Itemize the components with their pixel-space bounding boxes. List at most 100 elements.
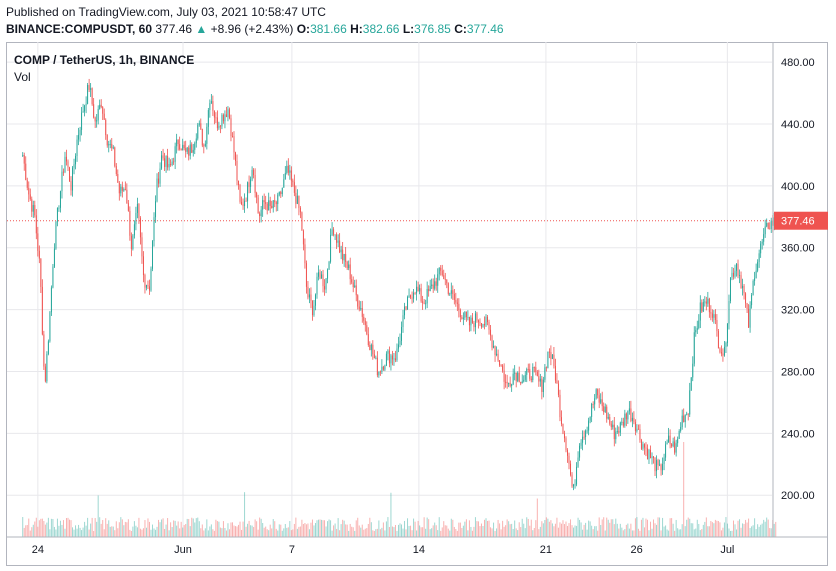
volume-bar — [278, 524, 280, 537]
candle-body — [508, 382, 510, 384]
volume-bar — [106, 523, 108, 537]
volume-bar — [176, 525, 178, 537]
candle-body — [681, 415, 683, 428]
candle-body — [173, 161, 175, 163]
volume-bar — [556, 517, 558, 537]
time-tick-label: Jul — [720, 544, 734, 556]
candle-body — [491, 335, 493, 348]
volume-bar — [689, 518, 691, 537]
volume-bar — [402, 528, 404, 537]
volume-bar — [360, 527, 362, 537]
candle-body — [711, 313, 713, 318]
volume-bar — [702, 524, 704, 537]
volume-bar — [485, 518, 487, 537]
candle-body — [770, 220, 772, 229]
volume-bar — [167, 518, 169, 537]
candle-body — [174, 146, 176, 162]
candle-body — [342, 249, 344, 261]
candle-body — [407, 296, 409, 310]
candle-body — [379, 371, 381, 373]
candle-body — [198, 123, 200, 125]
candle-body — [461, 317, 463, 319]
candle-body — [121, 186, 123, 191]
candle-body — [595, 389, 597, 399]
candle-body — [182, 144, 184, 151]
volume-bar — [636, 517, 638, 537]
volume-bar — [618, 528, 620, 537]
candle-body — [81, 112, 83, 130]
candle-body — [444, 279, 446, 280]
volume-bar — [331, 530, 333, 537]
candle-body — [210, 101, 212, 104]
candle-body — [446, 279, 448, 284]
candle-body — [416, 286, 418, 294]
candle-body — [321, 274, 323, 279]
candle-body — [563, 433, 565, 439]
volume-bar — [345, 524, 347, 537]
candle-body — [65, 156, 67, 162]
volume-bar — [432, 525, 434, 537]
candle-body — [640, 440, 642, 449]
candle-body — [568, 455, 570, 464]
volume-bar — [562, 520, 564, 537]
candle-body — [493, 345, 495, 348]
candle-body — [410, 295, 412, 298]
candle-body — [197, 124, 199, 139]
candle-body — [325, 278, 327, 290]
candle-body — [613, 424, 615, 440]
candle-body — [396, 348, 398, 361]
candle-body — [535, 367, 537, 373]
volume-bar — [662, 517, 664, 537]
volume-bar — [334, 523, 336, 537]
candle-body — [339, 240, 341, 253]
volume-bar — [505, 525, 507, 537]
volume-bar — [440, 530, 442, 537]
volume-bar — [34, 521, 36, 537]
volume-bar — [684, 526, 686, 537]
candle-body — [153, 217, 155, 242]
candle-body — [186, 147, 188, 152]
volume-bar — [153, 528, 155, 537]
candle-body — [580, 442, 582, 446]
volume-bar — [413, 518, 415, 537]
volume-bar — [219, 527, 221, 537]
volume-bar — [31, 527, 33, 537]
candle-body — [76, 139, 78, 157]
volume-bar — [775, 521, 777, 537]
open-label: O: — [296, 22, 311, 36]
candle-body — [337, 240, 339, 243]
candle-body — [245, 200, 247, 202]
volume-bar — [619, 523, 621, 537]
candle-body — [490, 329, 492, 336]
volume-bar — [254, 519, 256, 537]
candle-body — [385, 353, 387, 366]
volume-bar — [615, 518, 617, 537]
pair-legend: COMP / TetherUS, 1h, BINANCE — [14, 53, 195, 67]
volume-bar — [675, 519, 677, 537]
volume-bar — [651, 528, 653, 537]
candle-body — [361, 308, 363, 317]
candle-body — [455, 299, 457, 303]
candle-body — [511, 384, 513, 386]
candle-body — [425, 303, 427, 305]
volume-bar — [405, 529, 407, 537]
candle-body — [257, 197, 259, 214]
candle-body — [705, 301, 707, 304]
volume-bar — [55, 529, 57, 537]
candle-body — [468, 316, 470, 326]
candle-body — [292, 180, 294, 183]
volume-bar — [719, 522, 721, 537]
candle-body — [324, 286, 326, 290]
volume-bar — [444, 525, 446, 537]
candle-body — [333, 229, 335, 235]
volume-bar — [520, 527, 522, 537]
candle-body — [509, 382, 511, 386]
candle-body — [271, 205, 273, 209]
volume-bar — [493, 522, 495, 537]
volume-bar — [723, 522, 725, 537]
candle-body — [728, 300, 730, 324]
volume-bar — [191, 517, 193, 537]
volume-bar — [91, 517, 93, 537]
volume-bar — [281, 530, 283, 537]
